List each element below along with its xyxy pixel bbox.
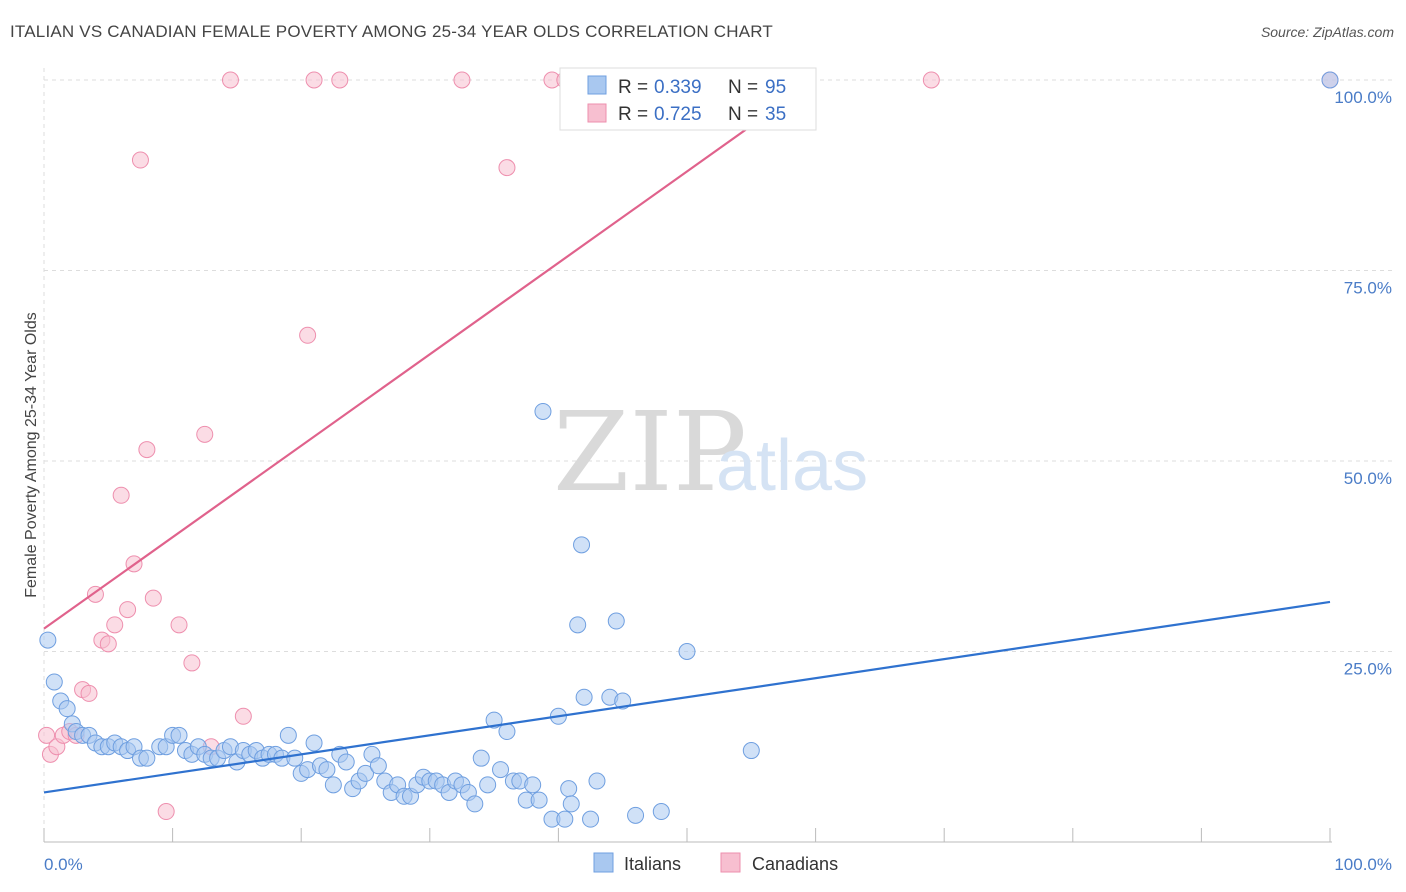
bottom-legend-canadians-swatch bbox=[720, 852, 741, 873]
italians-point-70 bbox=[492, 761, 510, 779]
x-tick-label-min: 0.0% bbox=[44, 855, 83, 874]
chart-source: Source: ZipAtlas.com bbox=[1260, 24, 1394, 40]
italians-point-93 bbox=[678, 643, 696, 660]
italians-points bbox=[39, 71, 1339, 828]
italians-point-87 bbox=[588, 772, 606, 790]
italians-point-82 bbox=[562, 795, 580, 813]
correlation-legend: R = 0.339 N = 95 R = 0.725 N = 35 bbox=[559, 67, 817, 131]
italians-point-75 bbox=[524, 776, 542, 794]
legend-italians-r-value: 0.339 bbox=[654, 77, 702, 98]
italians-point-71 bbox=[498, 723, 516, 741]
italians-point-66 bbox=[466, 795, 484, 813]
legend-italians-swatch bbox=[587, 75, 607, 95]
y-tick-label-3: 100.0% bbox=[1334, 88, 1392, 107]
italians-point-80 bbox=[556, 810, 574, 828]
legend-italians-n-label: N = bbox=[728, 77, 758, 98]
canadians-point-16 bbox=[138, 441, 156, 459]
legend-italians-n-value: 95 bbox=[765, 77, 786, 98]
legend-canadians-n-value: 35 bbox=[765, 104, 786, 125]
y-tick-label-1: 50.0% bbox=[1344, 469, 1392, 488]
italians-point-41 bbox=[305, 734, 323, 752]
canadians-point-11 bbox=[106, 616, 124, 634]
canadians-point-20 bbox=[183, 654, 201, 672]
italians-point-89 bbox=[607, 612, 625, 630]
canadians-point-15 bbox=[131, 151, 149, 169]
canadians-point-24 bbox=[234, 707, 252, 725]
italians-point-0 bbox=[39, 631, 57, 649]
legend-canadians-n-label: N = bbox=[728, 104, 758, 125]
canadians-point-25 bbox=[305, 71, 323, 89]
y-tick-label-0: 25.0% bbox=[1344, 660, 1392, 679]
watermark-zip: ZIP bbox=[553, 388, 747, 516]
italians-point-20 bbox=[170, 726, 188, 744]
italians-trend-line bbox=[43, 600, 1331, 794]
italians-point-85 bbox=[575, 688, 593, 706]
legend-canadians-r-label: R = bbox=[618, 104, 648, 125]
bottom-legend-canadians-label: Canadians bbox=[752, 854, 838, 874]
canadians-point-33 bbox=[922, 71, 940, 89]
italians-point-51 bbox=[369, 757, 387, 775]
canadians-point-27 bbox=[331, 71, 349, 89]
y-axis-tick-labels: 25.0% 50.0% 75.0% 100.0% bbox=[1334, 88, 1392, 679]
italians-point-1 bbox=[45, 673, 63, 691]
legend-canadians-r-value: 0.725 bbox=[654, 104, 702, 125]
y-tick-label-2: 75.0% bbox=[1344, 279, 1392, 298]
italians-point-69 bbox=[485, 711, 503, 729]
italians-point-68 bbox=[479, 776, 497, 794]
watermark: ZIP atlas bbox=[553, 388, 868, 516]
legend-canadians-swatch bbox=[587, 103, 607, 123]
canadians-point-12 bbox=[112, 486, 130, 504]
italians-point-84 bbox=[573, 536, 591, 554]
italians-point-49 bbox=[357, 764, 374, 782]
canadians-point-18 bbox=[157, 803, 175, 821]
italians-point-92 bbox=[652, 803, 670, 821]
grid-lines bbox=[43, 68, 1392, 842]
italians-point-81 bbox=[560, 780, 578, 798]
trend-lines bbox=[43, 79, 1331, 794]
italians-point-3 bbox=[58, 700, 76, 718]
canadians-point-7 bbox=[80, 684, 98, 702]
italians-point-44 bbox=[324, 776, 342, 794]
italians-point-38 bbox=[286, 749, 304, 767]
bottom-legend-italians-swatch bbox=[593, 852, 614, 873]
italians-point-77 bbox=[534, 402, 552, 420]
series-legend: Italians Canadians bbox=[593, 852, 838, 874]
canadians-point-0 bbox=[38, 726, 56, 744]
canadians-point-28 bbox=[453, 71, 471, 89]
canadians-point-23 bbox=[221, 71, 239, 89]
italians-point-43 bbox=[318, 761, 336, 779]
italians-point-46 bbox=[337, 753, 355, 771]
x-axis-ticks bbox=[43, 828, 1331, 842]
italians-point-86 bbox=[582, 810, 600, 828]
canadians-point-10 bbox=[99, 635, 117, 653]
canadians-point-19 bbox=[170, 616, 188, 634]
y-axis-label: Female Poverty Among 25-34 Year Olds bbox=[23, 312, 40, 598]
italians-point-83 bbox=[569, 616, 587, 634]
canadians-trend-line bbox=[43, 79, 817, 630]
italians-point-94 bbox=[742, 742, 760, 760]
watermark-atlas: atlas bbox=[716, 426, 868, 506]
italians-point-95 bbox=[1321, 71, 1339, 89]
italians-point-67 bbox=[472, 749, 490, 767]
italians-point-37 bbox=[279, 726, 297, 744]
canadians-point-17 bbox=[144, 589, 162, 607]
italians-point-16 bbox=[138, 749, 156, 767]
canadians-point-13 bbox=[119, 601, 137, 619]
canadians-point-26 bbox=[299, 326, 317, 344]
x-tick-label-max: 100.0% bbox=[1334, 855, 1392, 874]
italians-point-76 bbox=[530, 791, 548, 809]
canadians-point-29 bbox=[498, 159, 516, 177]
canadians-point-21 bbox=[196, 425, 214, 443]
bottom-legend-italians-label: Italians bbox=[624, 854, 681, 874]
legend-italians-r-label: R = bbox=[618, 77, 648, 98]
chart-title: ITALIAN VS CANADIAN FEMALE POVERTY AMONG… bbox=[10, 22, 773, 41]
italians-point-90 bbox=[614, 692, 632, 710]
italians-point-91 bbox=[627, 806, 645, 824]
